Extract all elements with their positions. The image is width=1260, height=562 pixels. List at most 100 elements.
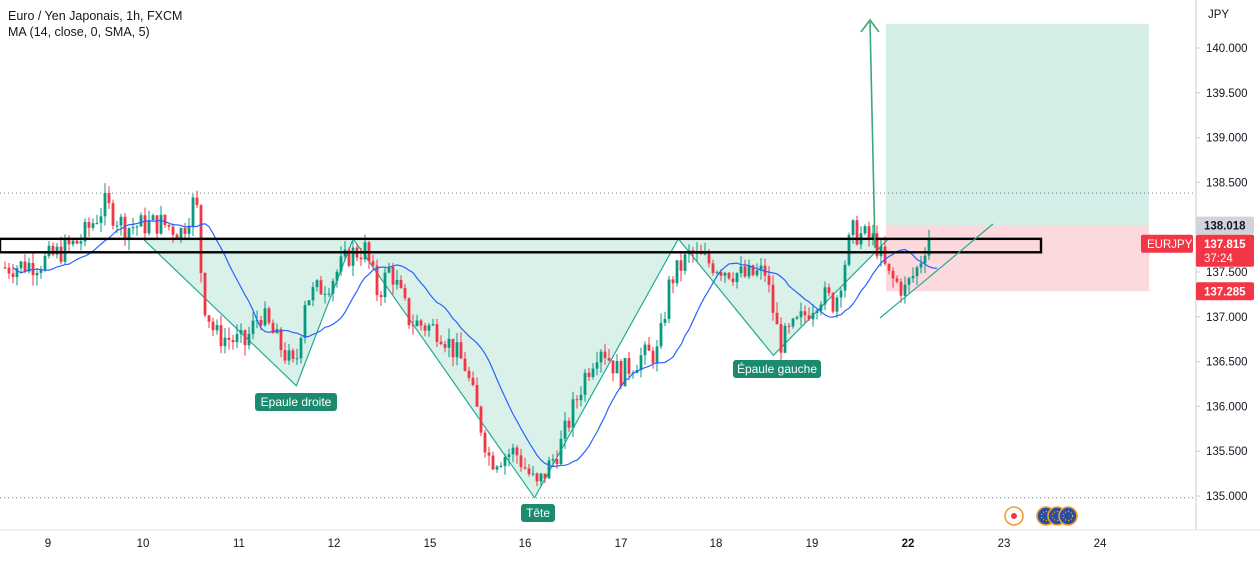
candle-body xyxy=(915,267,919,277)
candle-body xyxy=(807,315,811,320)
candle-body xyxy=(375,265,379,296)
pattern-outline xyxy=(142,237,889,499)
y-tick-label-8: 136.000 xyxy=(1206,401,1248,413)
candle-body xyxy=(51,245,55,255)
y-tick-label-6: 137.000 xyxy=(1206,312,1248,324)
candle-body xyxy=(599,351,603,363)
profit-zone xyxy=(886,23,1149,226)
candle-body xyxy=(671,279,675,284)
y-tick-label-1: 139.500 xyxy=(1206,88,1248,100)
candle-body xyxy=(271,322,275,334)
candle-body xyxy=(27,262,31,272)
candle-body xyxy=(863,226,867,234)
candle-body xyxy=(79,241,83,244)
candle-body xyxy=(47,245,51,256)
candle-body xyxy=(483,432,487,453)
x-tick-label-10: 23 xyxy=(998,538,1011,550)
candle-body xyxy=(383,272,387,298)
candle-body xyxy=(911,276,915,279)
candle-body xyxy=(535,473,539,482)
candle-body xyxy=(419,320,423,326)
candle-body xyxy=(495,466,499,470)
candle-body xyxy=(455,342,459,358)
candle-body xyxy=(487,452,491,456)
candle-body xyxy=(223,337,227,347)
candle-body xyxy=(87,222,91,228)
label-tete: Tête xyxy=(521,504,555,522)
candle-body xyxy=(403,287,407,299)
candle-body xyxy=(427,325,431,331)
candle-body xyxy=(151,215,155,221)
x-tick-label-2: 11 xyxy=(233,538,245,550)
candle-body xyxy=(739,266,743,274)
indicator-label[interactable]: MA (14, close, 0, SMA, 5) xyxy=(8,25,150,39)
symbol-tag-bg xyxy=(1141,234,1193,253)
candle-body xyxy=(771,284,775,313)
candle-body xyxy=(595,362,599,369)
candle-body xyxy=(171,226,175,235)
candle-body xyxy=(867,226,871,239)
candle-body xyxy=(435,324,439,342)
candle-body xyxy=(875,233,879,257)
candle-body xyxy=(827,287,831,294)
candle-body xyxy=(531,473,535,475)
candle-body xyxy=(919,263,923,268)
candle-body xyxy=(843,264,847,291)
candle-body xyxy=(99,216,103,223)
candle-body xyxy=(499,465,503,467)
candle-body xyxy=(795,317,799,319)
pattern-fill xyxy=(143,238,889,498)
eu-flag-icon-2 xyxy=(1058,506,1078,526)
label-epaule-gauche: Épaule gauche xyxy=(733,360,821,378)
candle-body xyxy=(311,287,315,301)
candle-body xyxy=(331,280,335,294)
candle-body xyxy=(571,399,575,428)
symbol-tag-text: EURJPY xyxy=(1147,239,1193,251)
candle-body xyxy=(307,300,311,306)
target-arrow-line xyxy=(869,21,876,249)
plot-area: Epaule droite Tête Épaule gauche xyxy=(0,18,1195,522)
candle-body xyxy=(443,344,447,348)
candle-body xyxy=(903,284,907,296)
candle-body xyxy=(135,226,139,228)
candle-body xyxy=(547,460,551,479)
x-tick-label-1: 10 xyxy=(137,538,150,550)
candle-body xyxy=(219,325,223,347)
candle-body xyxy=(175,234,179,239)
last-price-text: 137.815 xyxy=(1204,239,1246,251)
candle-body xyxy=(563,420,567,439)
candle-body xyxy=(191,197,195,227)
candle-body xyxy=(803,311,807,316)
price-axis-bg xyxy=(1196,0,1260,557)
candle-body xyxy=(891,270,895,279)
candles xyxy=(3,183,931,487)
candle-body xyxy=(187,226,191,234)
candle-body xyxy=(263,308,267,326)
price-axis: JPY140.000139.500139.000138.500138.00013… xyxy=(1195,0,1260,557)
candle-body xyxy=(459,342,463,359)
event-markers xyxy=(1004,506,1078,526)
candle-body xyxy=(287,350,291,361)
candle-body xyxy=(123,216,127,240)
candle-body xyxy=(727,272,731,279)
candle-body xyxy=(91,223,95,228)
candle-body xyxy=(299,337,303,359)
y-tick-label-3: 138.500 xyxy=(1206,177,1248,189)
countdown-text: 37:24 xyxy=(1204,253,1233,265)
candle-body xyxy=(251,320,255,334)
candle-body xyxy=(895,278,899,282)
annotation-box xyxy=(521,504,555,522)
candle-body xyxy=(339,256,343,272)
candle-body xyxy=(639,355,643,371)
candle-body xyxy=(463,358,467,371)
candle-body xyxy=(663,318,667,323)
candle-body xyxy=(55,246,59,255)
candle-body xyxy=(731,278,735,283)
candle-body xyxy=(35,272,39,276)
symbol-title[interactable]: Euro / Yen Japonais, 1h, FXCM xyxy=(8,9,183,23)
moving-average-line xyxy=(12,219,938,468)
candle-body xyxy=(15,268,19,278)
candle-body xyxy=(23,261,27,272)
